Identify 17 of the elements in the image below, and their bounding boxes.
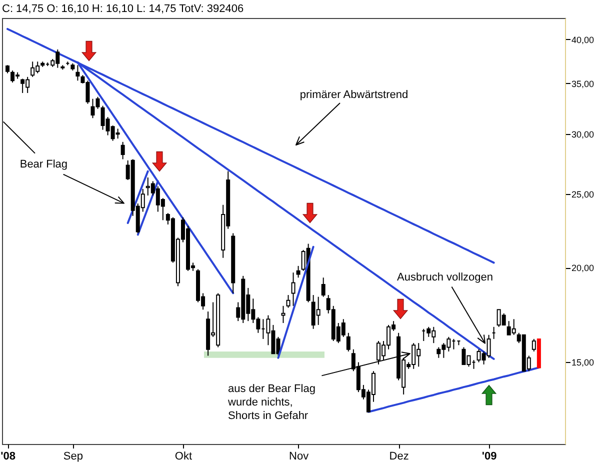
x-tick-label: '09 [482, 450, 497, 462]
annotation: aus der Bear Flag wurde nichts, Shorts in Gefahr [227, 383, 316, 422]
x-tick-label: Dez [389, 450, 409, 462]
y-tick-label: 15,00 [572, 358, 594, 368]
x-tick-label: Sep [63, 450, 83, 462]
y-tick-label: 25,00 [572, 190, 594, 200]
y-tick-label: 35,00 [572, 78, 594, 89]
chart-title: C: 14,75 O: 16,10 H: 16,10 L: 14,75 TotV: 392406 [2, 3, 244, 15]
x-tick-label: '08 [0, 450, 16, 462]
y-tick-label: 40,00 [572, 34, 594, 45]
x-tick-label: Nov [289, 450, 310, 462]
x-tick-label: Okt [174, 450, 192, 462]
annotation: Bear Flag [20, 158, 68, 170]
y-tick-label: 20,00 [572, 263, 594, 274]
annotation: primärer Abwärtstrend [300, 89, 408, 101]
y-tick-label: 30,00 [572, 130, 594, 140]
annotation: Ausbruch vollzogen [396, 271, 494, 284]
